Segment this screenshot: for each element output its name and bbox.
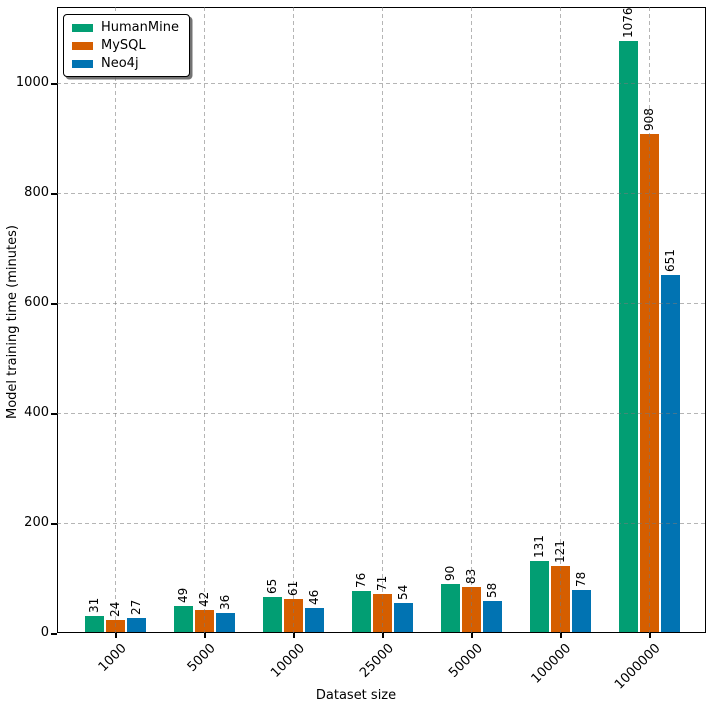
x-tick-mark bbox=[115, 633, 117, 638]
bar-value-label: 58 bbox=[484, 582, 499, 599]
bar-value-label: 76 bbox=[353, 572, 368, 589]
legend: HumanMine MySQL Neo4j bbox=[63, 14, 190, 77]
y-tick-mark bbox=[51, 413, 57, 415]
bar-value-label: 1076 bbox=[620, 7, 635, 39]
bar-humanmine-25000 bbox=[351, 591, 371, 632]
gridline-vertical bbox=[471, 7, 473, 633]
bar-value-label: 90 bbox=[442, 565, 457, 581]
x-tick-mark bbox=[204, 633, 206, 638]
bar-value-label: 65 bbox=[264, 578, 279, 595]
bar-value-label: 83 bbox=[463, 569, 478, 585]
bar-value-label: 71 bbox=[374, 575, 389, 591]
y-tick-label: 600 bbox=[24, 295, 49, 310]
gridline-vertical bbox=[204, 7, 206, 633]
bar-value-label: 36 bbox=[217, 594, 232, 611]
bar-value-label: 131 bbox=[531, 535, 546, 558]
y-tick-label: 1000 bbox=[15, 75, 49, 90]
legend-color-swatch-humanmine bbox=[72, 23, 93, 32]
gridline-vertical bbox=[293, 7, 295, 633]
legend-label: HumanMine bbox=[101, 20, 179, 35]
y-tick-mark bbox=[51, 193, 57, 195]
bar-humanmine-1000 bbox=[84, 615, 104, 632]
bar-value-label: 121 bbox=[552, 540, 567, 564]
gridline-horizontal bbox=[57, 413, 706, 415]
bar-value-label: 42 bbox=[196, 591, 211, 607]
bar-value-label: 78 bbox=[573, 571, 588, 588]
legend-color-swatch-neo4j bbox=[72, 59, 93, 68]
bar-value-label: 46 bbox=[306, 589, 321, 605]
y-tick-label: 400 bbox=[24, 405, 49, 420]
x-tick-label: 50000 bbox=[446, 641, 486, 681]
legend-color-swatch-mysql bbox=[72, 41, 93, 50]
legend-item-neo4j: Neo4j bbox=[72, 56, 179, 71]
bar-neo4j-50000 bbox=[482, 601, 502, 632]
x-tick-label: 25000 bbox=[357, 641, 397, 681]
bar-neo4j-100000 bbox=[571, 590, 591, 632]
bar-value-label: 24 bbox=[107, 601, 122, 617]
bar-humanmine-100000 bbox=[529, 560, 549, 632]
gridline-horizontal bbox=[57, 83, 706, 85]
bar-humanmine-5000 bbox=[173, 606, 193, 632]
bar-value-label: 61 bbox=[285, 581, 300, 597]
y-tick-label: 200 bbox=[24, 515, 49, 530]
bar-humanmine-10000 bbox=[262, 597, 282, 632]
gridline-horizontal bbox=[57, 303, 706, 305]
bar-value-label: 27 bbox=[128, 599, 143, 616]
legend-label: Neo4j bbox=[101, 56, 139, 71]
gridline-vertical bbox=[649, 7, 651, 633]
x-axis-label: Dataset size bbox=[315, 688, 397, 703]
legend-item-humanmine: HumanMine bbox=[72, 20, 179, 35]
x-tick-mark bbox=[649, 633, 651, 638]
y-axis-label: Model training time (minutes) bbox=[5, 225, 20, 419]
bar-neo4j-10000 bbox=[304, 607, 324, 632]
x-tick-label: 1000 bbox=[95, 641, 130, 676]
x-tick-mark bbox=[382, 633, 384, 638]
y-tick-mark bbox=[51, 303, 57, 305]
gridline-horizontal bbox=[57, 523, 706, 525]
bar-neo4j-1000 bbox=[126, 618, 146, 632]
gridline-horizontal bbox=[57, 193, 706, 195]
bar-humanmine-1000000 bbox=[618, 41, 638, 632]
x-tick-mark bbox=[293, 633, 295, 638]
bar-neo4j-25000 bbox=[393, 603, 413, 632]
gridline-vertical bbox=[382, 7, 384, 633]
y-tick-label: 0 bbox=[40, 625, 49, 640]
y-tick-mark bbox=[51, 523, 57, 525]
plot-area bbox=[57, 7, 706, 633]
x-tick-label: 100000 bbox=[528, 641, 575, 687]
bar-value-label: 54 bbox=[395, 585, 410, 601]
x-tick-mark bbox=[471, 633, 473, 638]
y-tick-label: 800 bbox=[24, 185, 49, 200]
legend-item-mysql: MySQL bbox=[72, 38, 179, 53]
x-tick-mark bbox=[560, 633, 562, 638]
x-tick-label: 10000 bbox=[268, 641, 308, 681]
bar-humanmine-50000 bbox=[440, 583, 460, 632]
bar-neo4j-5000 bbox=[215, 613, 235, 632]
y-tick-mark bbox=[51, 83, 57, 85]
bar-value-label: 908 bbox=[641, 107, 656, 131]
bar-value-label: 49 bbox=[175, 587, 190, 604]
gridline-vertical bbox=[560, 7, 562, 633]
x-tick-label: 1000000 bbox=[611, 641, 664, 693]
x-tick-label: 5000 bbox=[184, 641, 219, 676]
gridline-vertical bbox=[115, 7, 117, 633]
bar-neo4j-1000000 bbox=[660, 274, 680, 632]
legend-label: MySQL bbox=[101, 38, 146, 53]
y-tick-mark bbox=[51, 633, 57, 635]
bar-value-label: 651 bbox=[662, 249, 677, 272]
bar-value-label: 31 bbox=[86, 597, 101, 613]
